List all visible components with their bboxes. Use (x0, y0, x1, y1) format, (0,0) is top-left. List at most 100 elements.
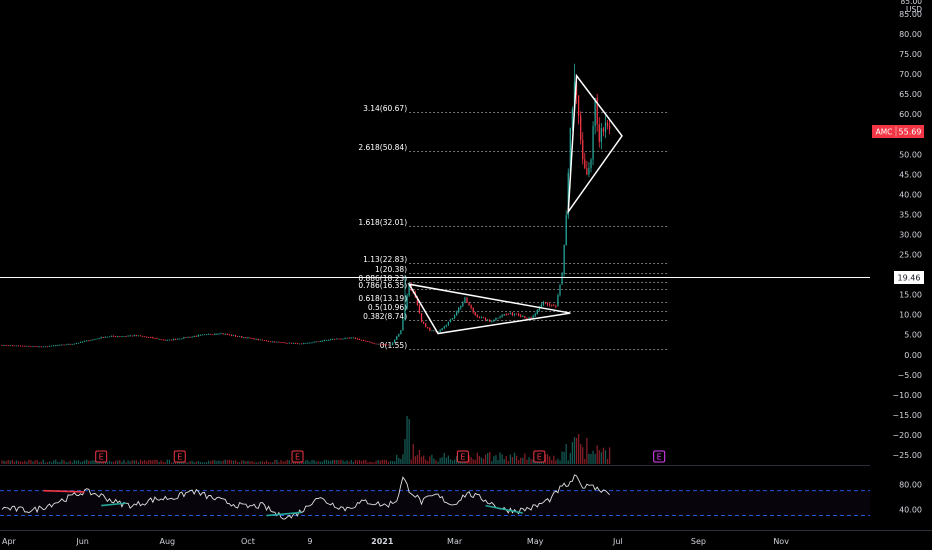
fib-level-label: 2.618(50.84) (358, 143, 407, 152)
volume-bar (435, 460, 437, 464)
candle (559, 284, 561, 297)
volume-bar (187, 462, 189, 464)
candle (26, 345, 28, 347)
candle (356, 338, 359, 340)
volume-bar (148, 459, 150, 464)
candle (255, 338, 257, 340)
volume-bar (600, 452, 602, 464)
volume-bar (282, 461, 284, 464)
fib-level-label: 1.618(32.01) (358, 218, 407, 227)
time-axis-tick: 9 (307, 537, 312, 546)
volume-bar (286, 459, 288, 464)
candle (50, 345, 53, 347)
volume-bar (420, 456, 423, 464)
candle (24, 345, 26, 347)
volume-bar (493, 456, 495, 464)
volume-bar (17, 461, 20, 464)
volume-bar (44, 462, 47, 464)
volume-bar (489, 452, 491, 464)
volume-bar (408, 419, 410, 464)
volume-bar (427, 460, 429, 464)
volume-bar (447, 455, 450, 464)
price-axis-tick: 0.00 (904, 351, 922, 360)
volume-bar (511, 457, 514, 464)
earnings-marker[interactable]: E (95, 450, 108, 463)
candle (15, 345, 18, 347)
earnings-marker[interactable]: E (456, 450, 469, 463)
candle (369, 341, 371, 343)
volume-bar (57, 461, 59, 464)
volume-bar (354, 459, 357, 464)
volume-bar (346, 460, 348, 464)
volume-bar (36, 459, 38, 464)
candle (270, 341, 272, 343)
volume-bar (557, 458, 559, 464)
volume-bar (451, 460, 454, 464)
candle (150, 336, 152, 339)
candle (156, 337, 158, 340)
candle (468, 301, 470, 306)
volume-bar (524, 453, 526, 464)
volume-bar (218, 460, 220, 464)
candle (162, 339, 164, 341)
candle (143, 336, 146, 338)
rsi-pane (0, 474, 870, 520)
price-axis-tick: −5.00 (897, 371, 922, 380)
volume-bar (592, 450, 594, 464)
candle (602, 127, 605, 137)
candle (317, 341, 319, 343)
candle (187, 336, 189, 338)
fibonacci-extension[interactable]: 3.14(60.67) 2.618(50.84) 1.618(32.01) 1.13(… (358, 104, 668, 350)
volume-bar (257, 462, 259, 464)
volume-bar (276, 459, 278, 464)
candle (367, 340, 369, 343)
earnings-marker[interactable]: E (653, 450, 666, 463)
earnings-marker-label: E (295, 453, 300, 462)
volume-bar (160, 460, 162, 464)
candle (127, 335, 129, 337)
volume-bar (348, 461, 350, 464)
candle (315, 341, 317, 343)
candle (563, 244, 565, 277)
volume-bar (294, 461, 297, 464)
time-axis[interactable]: Apr Jun Aug Oct 9 2021 Mar May Jul Sep Nov (2, 537, 789, 546)
candle (22, 345, 24, 347)
candle (104, 336, 106, 338)
candle (495, 317, 497, 321)
earnings-marker[interactable]: E (291, 450, 304, 463)
candle (565, 210, 567, 246)
candle (263, 340, 266, 341)
triangle-pattern[interactable] (567, 73, 623, 215)
candle (449, 318, 452, 323)
candle (546, 302, 549, 307)
volume-bar (329, 461, 332, 464)
candle (75, 342, 78, 345)
candle (480, 316, 483, 319)
earnings-marker[interactable]: E (533, 450, 546, 463)
candle (313, 341, 315, 343)
volume-bar (86, 459, 88, 464)
horizontal-line-badge[interactable]: 19.46 (894, 271, 924, 284)
candle (247, 337, 249, 339)
fib-level-label: 0.618(13.19) (358, 294, 407, 303)
candle (422, 321, 425, 324)
volume-bar (544, 454, 547, 464)
price-axis-tick: −10.00 (892, 391, 922, 400)
candle (38, 346, 40, 348)
volume-bar (433, 458, 435, 464)
volume-bar (40, 461, 42, 464)
candle (319, 340, 321, 343)
triangle-drawings[interactable] (407, 73, 623, 335)
candle (100, 336, 102, 339)
price-axis[interactable]: USD85.0080.0075.0070.0065.0060.0055.0050… (872, 0, 924, 514)
last-price-badge[interactable]: AMC 55.69 (872, 125, 924, 139)
candle (259, 339, 261, 341)
candle (307, 342, 309, 344)
volume-bar (243, 460, 245, 464)
volume-bar (484, 454, 487, 464)
triangle-pattern[interactable] (407, 283, 571, 335)
earnings-marker[interactable]: E (173, 450, 186, 463)
candle (338, 338, 340, 340)
